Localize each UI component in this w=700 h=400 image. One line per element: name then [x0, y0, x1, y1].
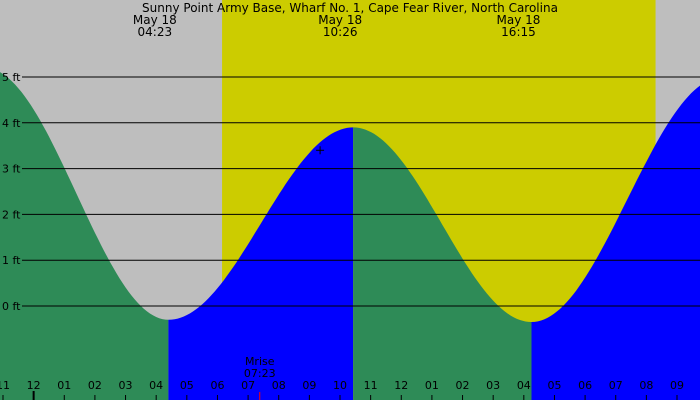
tide-areas [0, 72, 700, 400]
x-tick-label: 06 [578, 379, 592, 392]
rising-tide-area [168, 127, 354, 400]
x-tick-label: 09 [670, 379, 684, 392]
x-tick-label: 07 [241, 379, 255, 392]
x-tick-label: 09 [302, 379, 316, 392]
x-tick-label: 08 [639, 379, 653, 392]
x-tick-label: 04 [149, 379, 163, 392]
moonrise-label: Mrise [245, 355, 275, 368]
extreme-date-label: May 18 [133, 13, 177, 27]
x-tick-label: 10 [333, 379, 347, 392]
y-tick-label: 0 ft [2, 300, 21, 313]
rising-tide-area [531, 85, 700, 400]
x-tick-label: 01 [425, 379, 439, 392]
x-tick-label: 01 [57, 379, 71, 392]
x-tick-label: 04 [517, 379, 531, 392]
x-tick-label: 12 [394, 379, 408, 392]
x-tick-label: 07 [609, 379, 623, 392]
x-tick-label: 11 [364, 379, 378, 392]
x-tick-label: 03 [119, 379, 133, 392]
x-tick-label: 03 [486, 379, 500, 392]
extreme-date-label: May 18 [318, 13, 362, 27]
falling-tide-area [353, 127, 532, 400]
falling-tide-area [0, 72, 169, 400]
moonrise-time: 07:23 [244, 367, 276, 380]
extreme-date-label: May 18 [497, 13, 541, 27]
extreme-time-label: 10:26 [323, 25, 358, 39]
x-tick-label: 12 [27, 379, 41, 392]
x-tick-label: 08 [272, 379, 286, 392]
extreme-time-label: 16:15 [501, 25, 536, 39]
x-tick-label: 11 [0, 379, 10, 392]
chart-title: Sunny Point Army Base, Wharf No. 1, Cape… [142, 1, 558, 15]
extreme-time-label: 04:23 [138, 25, 173, 39]
y-tick-label: 5 ft [2, 71, 21, 84]
gridlines: 5 ft 4 ft 3 ft 2 ft 1 ft 0 ft [2, 71, 700, 313]
y-tick-label: 2 ft [2, 208, 21, 221]
x-tick-label: 05 [547, 379, 561, 392]
current-time-marker [316, 146, 325, 155]
x-tick-label: 02 [88, 379, 102, 392]
x-axis: 11 12 01 02 03 04 05 06 07 08 09 10 11 12 01 02 03 04 05 06… [0, 379, 684, 400]
y-tick-label: 4 ft [2, 117, 21, 130]
x-tick-label: 06 [210, 379, 224, 392]
x-tick-label: 02 [456, 379, 470, 392]
y-tick-label: 1 ft [2, 254, 21, 267]
y-tick-label: 3 ft [2, 163, 21, 176]
x-tick-label: 05 [180, 379, 194, 392]
